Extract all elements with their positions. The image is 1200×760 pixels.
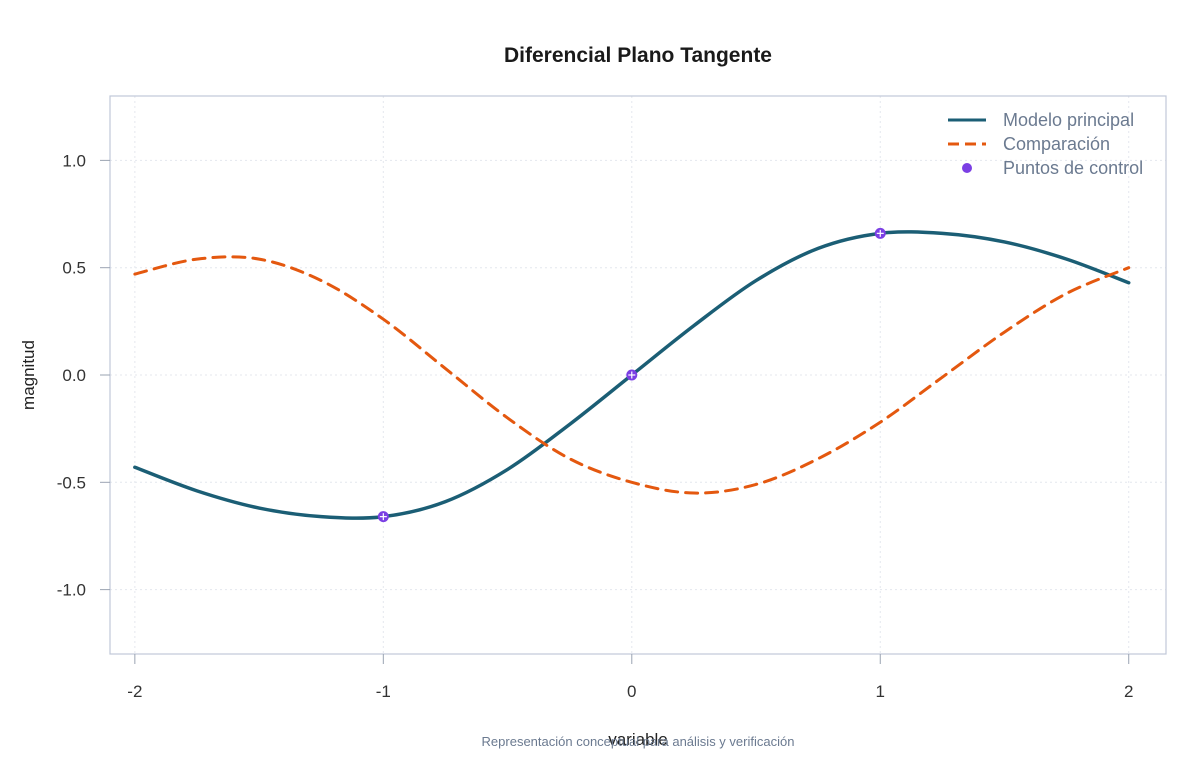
grid bbox=[110, 96, 1166, 654]
chart-title: Diferencial Plano Tangente bbox=[504, 44, 772, 67]
x-tick-label: -1 bbox=[376, 682, 391, 701]
legend-swatch-point bbox=[962, 163, 972, 173]
x-tick-label: 1 bbox=[876, 682, 885, 701]
y-tick-label: 1.0 bbox=[62, 151, 86, 170]
y-tick-label: -1.0 bbox=[57, 581, 86, 600]
series-line-2 bbox=[133, 255, 1131, 495]
legend-label: Modelo principal bbox=[1003, 110, 1134, 130]
axes: -2 -1 0 1 2 -1.0 -0.5 0.0 0.5 1.0 bbox=[57, 151, 1134, 701]
chart-caption: Representación conceptual para análisis … bbox=[482, 734, 795, 749]
y-tick-label: 0.0 bbox=[62, 366, 86, 385]
legend-label: Puntos de control bbox=[1003, 158, 1143, 178]
legend: Modelo principal Comparación Puntos de con… bbox=[948, 110, 1143, 178]
x-tick-label: -2 bbox=[127, 682, 142, 701]
y-tick-label: 0.5 bbox=[62, 259, 86, 278]
control-points bbox=[377, 227, 886, 523]
x-tick-label: 2 bbox=[1124, 682, 1133, 701]
x-axis-label: variable bbox=[608, 730, 668, 749]
y-tick-label: -0.5 bbox=[57, 473, 86, 492]
plot-frame bbox=[109, 95, 1167, 655]
y-axis-label: magnitud bbox=[19, 340, 38, 410]
x-tick-label: 0 bbox=[627, 682, 636, 701]
legend-label: Comparación bbox=[1003, 134, 1110, 154]
